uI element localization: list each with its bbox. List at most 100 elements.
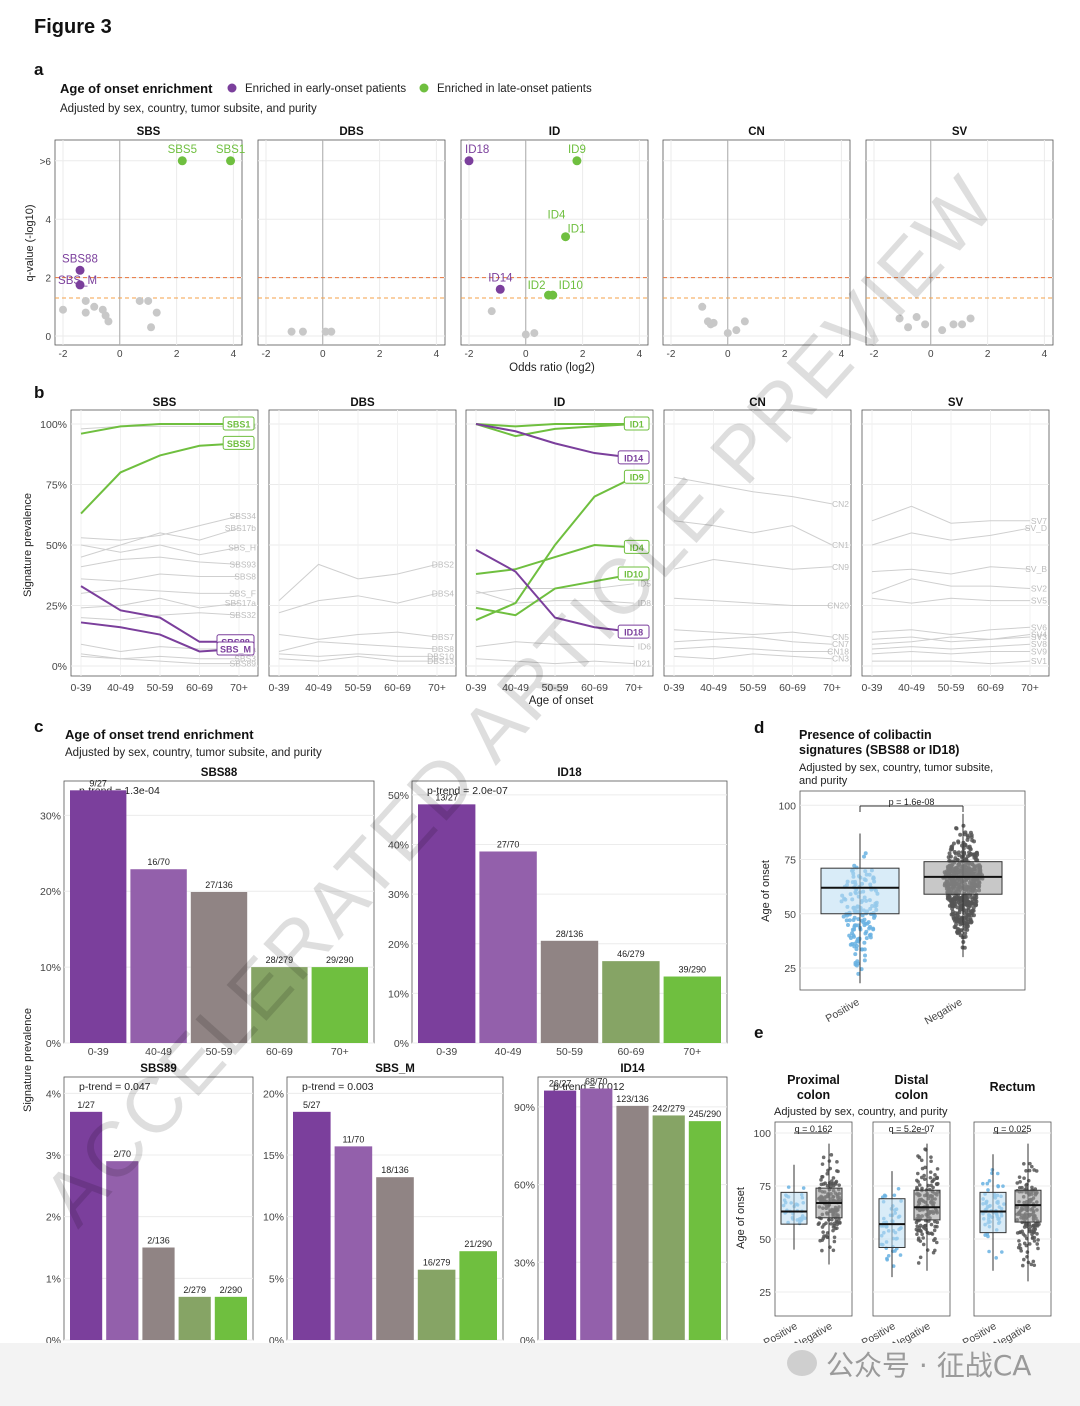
jitter-point bbox=[821, 1230, 825, 1234]
x-tick-label: Positive bbox=[824, 996, 862, 1025]
panel-e: e Adjusted by sex, country, and purity Age… bbox=[735, 1023, 1052, 1351]
x-tick-label: Negative bbox=[923, 996, 965, 1027]
jitter-point bbox=[831, 1225, 836, 1229]
x-tick-label: 50-59 bbox=[147, 682, 174, 694]
point-sbs_m bbox=[75, 280, 85, 290]
point-label: SBS1 bbox=[216, 144, 245, 156]
series-label: ID1 bbox=[630, 420, 644, 430]
series-line-sv8 bbox=[871, 643, 1031, 650]
series-line-cn9 bbox=[673, 559, 833, 570]
jitter-point bbox=[975, 852, 980, 857]
point-sbs88 bbox=[75, 265, 85, 275]
jitter-point bbox=[922, 1173, 926, 1178]
jitter-point bbox=[801, 1186, 806, 1190]
facet-title: DBS bbox=[339, 126, 364, 138]
jitter-point bbox=[915, 1232, 919, 1237]
bar-data-label: 16/70 bbox=[147, 857, 170, 867]
scatter-facet-dbs: DBS -2 0 2 4 bbox=[257, 126, 446, 360]
y-tick-label: 0% bbox=[394, 1038, 409, 1050]
series-line-id9 bbox=[475, 476, 635, 621]
jitter-point bbox=[965, 854, 970, 859]
y-tick-label: 100 bbox=[778, 800, 796, 812]
point bbox=[487, 307, 496, 316]
jitter-point bbox=[958, 933, 963, 938]
jitter-point bbox=[832, 1239, 837, 1244]
series-label: SBS_H bbox=[228, 542, 256, 552]
point-sbs1 bbox=[226, 156, 236, 166]
series-line-sv1 bbox=[872, 660, 1031, 665]
series-line-sbs34 bbox=[80, 515, 240, 541]
series-line-sv9 bbox=[871, 650, 1030, 655]
jitter-point bbox=[1028, 1225, 1033, 1229]
series-label: SV1 bbox=[1031, 656, 1047, 666]
jitter-point bbox=[825, 1235, 830, 1239]
bar-data-label: 39/290 bbox=[679, 965, 707, 975]
bar-data-label: 2/290 bbox=[220, 1285, 243, 1295]
jitter-point bbox=[856, 917, 861, 922]
point bbox=[966, 314, 975, 323]
jitter-point bbox=[1030, 1232, 1034, 1237]
jitter-point bbox=[831, 1248, 836, 1253]
bar-0-39 bbox=[544, 1090, 577, 1340]
point-label: ID4 bbox=[548, 210, 567, 222]
jitter-point bbox=[923, 1223, 927, 1228]
panel-b: b Signature prevalence Age of onset SBS 0-39… bbox=[22, 383, 1050, 707]
jitter-point bbox=[827, 1180, 832, 1185]
series-line-dbs7 bbox=[278, 631, 438, 640]
y-tick-label: 40% bbox=[388, 840, 409, 852]
jitter-point bbox=[968, 847, 973, 852]
jitter-point bbox=[821, 1155, 826, 1160]
panel-a-title: Age of onset enrichment bbox=[60, 81, 213, 96]
point-label: ID14 bbox=[488, 272, 513, 284]
panel-b-letter: b bbox=[34, 383, 44, 402]
x-tick-label: 50-59 bbox=[345, 682, 372, 694]
series-label: DBS13 bbox=[427, 656, 454, 666]
facet-title: DBS bbox=[350, 397, 375, 409]
x-tick-label: -2 bbox=[667, 349, 676, 360]
jitter-point bbox=[1022, 1225, 1027, 1229]
bar-0-39 bbox=[70, 790, 127, 1043]
point bbox=[912, 313, 921, 322]
series-line-sbs40a bbox=[80, 643, 239, 652]
x-tick-label: 0-39 bbox=[70, 682, 91, 694]
jitter-point bbox=[831, 1228, 835, 1233]
iqr-box bbox=[780, 1191, 808, 1225]
jitter-point bbox=[854, 947, 859, 952]
jitter-point bbox=[916, 1261, 921, 1265]
y-tick-label: 0% bbox=[46, 1038, 61, 1050]
point-sbs5 bbox=[177, 156, 187, 166]
series-line-sbs_f bbox=[80, 588, 239, 594]
bar-data-label: 26/27 bbox=[549, 1079, 572, 1089]
jitter-point bbox=[864, 929, 869, 934]
q-value-label: q = 5.2e-07 bbox=[889, 1124, 935, 1134]
series-line-id18 bbox=[475, 548, 635, 634]
jitter-point bbox=[963, 931, 968, 936]
jitter-point bbox=[958, 832, 963, 837]
series-label: SV2 bbox=[1031, 584, 1047, 594]
series-line-sv6 bbox=[871, 626, 1031, 636]
facet-title: CN bbox=[748, 126, 765, 138]
jitter-point bbox=[853, 952, 858, 957]
y-tick-label: 100 bbox=[753, 1128, 771, 1140]
p-trend-label: p-trend = 0.047 bbox=[79, 1081, 151, 1093]
series-label: ID9 bbox=[630, 473, 644, 483]
line-facet-id: ID0-3940-4950-5960-6970+ID8ID5ID6ID21ID2… bbox=[465, 397, 654, 694]
bar-data-label: 46/279 bbox=[617, 949, 645, 959]
jitter-point bbox=[929, 1183, 933, 1188]
jitter-point bbox=[1022, 1162, 1026, 1166]
jitter-point bbox=[996, 1184, 1000, 1189]
jitter-point bbox=[853, 960, 858, 965]
q-value-label: q = 0.162 bbox=[795, 1124, 833, 1134]
jitter-point bbox=[1022, 1176, 1026, 1181]
jitter-point bbox=[931, 1179, 935, 1183]
series-label: SBS34 bbox=[230, 511, 257, 521]
bar-0-39 bbox=[418, 804, 476, 1043]
jitter-point bbox=[929, 1222, 934, 1227]
panel-a-xlabel: Odds ratio (log2) bbox=[509, 362, 595, 374]
jitter-point bbox=[953, 911, 958, 916]
series-label: SV8 bbox=[1031, 639, 1047, 649]
jitter-point bbox=[928, 1175, 933, 1180]
facet-title: Distal bbox=[894, 1073, 928, 1087]
